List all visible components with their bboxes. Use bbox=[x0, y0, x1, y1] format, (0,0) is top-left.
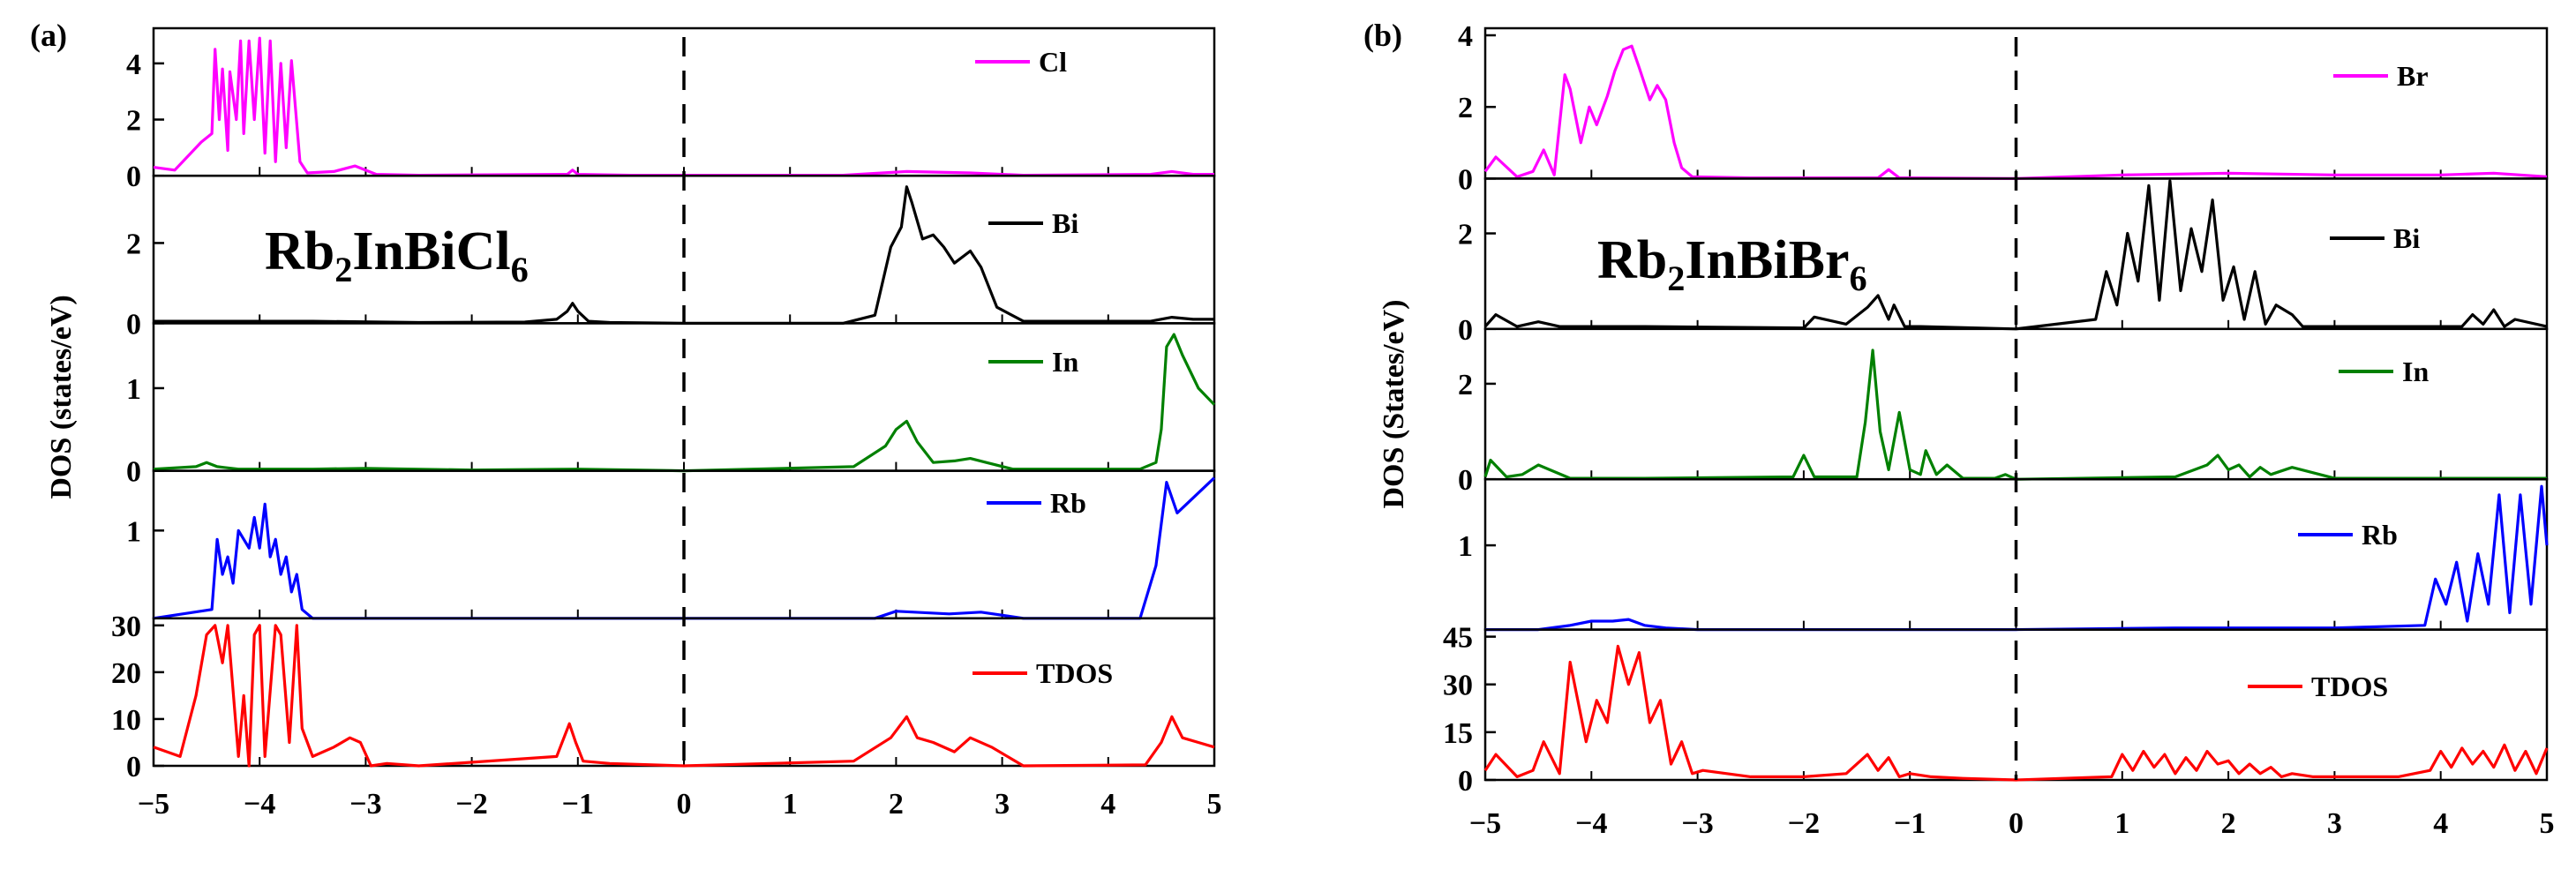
x-tick-label: −2 bbox=[1788, 807, 1820, 840]
legend-label-cl: Cl bbox=[1039, 46, 1067, 78]
x-tick-label: 0 bbox=[677, 788, 692, 821]
x-tick-label: 1 bbox=[783, 788, 798, 821]
legend-label-bi: Bi bbox=[2393, 222, 2420, 254]
x-tick-label: −5 bbox=[138, 788, 169, 821]
panel-label: (b) bbox=[1363, 18, 1402, 53]
series-line-cl bbox=[153, 36, 1214, 177]
y-tick-label: 0 bbox=[126, 161, 141, 193]
legend-label-in: In bbox=[1052, 346, 1078, 378]
y-tick-label: 10 bbox=[111, 704, 141, 737]
x-tick-label: −4 bbox=[244, 788, 275, 821]
subplot-tdos: 0 15 30 45 TDOS bbox=[1443, 622, 2549, 798]
x-tick-label: 5 bbox=[2540, 807, 2555, 840]
legend-label-br: Br bbox=[2397, 60, 2429, 92]
x-tick-label: −5 bbox=[1469, 807, 1501, 840]
x-tick-label: 3 bbox=[995, 788, 1010, 821]
series-line-tdos bbox=[1483, 644, 2549, 782]
y-tick-label: 0 bbox=[1458, 464, 1473, 497]
y-tick-label: 0 bbox=[1458, 765, 1473, 798]
subplot-br: 0 2 4 Br bbox=[1458, 20, 2549, 196]
y-tick-label: 0 bbox=[1458, 314, 1473, 347]
series-line-br bbox=[1483, 44, 2548, 180]
panel-a: (a)DOS (states/eV)024 Cl02Bi01In1Rb010203… bbox=[30, 18, 1222, 821]
y-tick-label: 15 bbox=[1443, 717, 1473, 750]
series-line-bi bbox=[154, 185, 1214, 325]
x-tick-label: −1 bbox=[562, 788, 594, 821]
x-tick-label: 2 bbox=[2221, 807, 2236, 840]
compound-label: Rb2InBiCl6 bbox=[265, 221, 529, 289]
y-tick-label: 2 bbox=[1458, 369, 1473, 401]
x-tick-label: −1 bbox=[1894, 807, 1926, 840]
y-tick-label: 1 bbox=[1458, 530, 1473, 563]
compound-subscript: 6 bbox=[1849, 259, 1866, 298]
y-tick-label: 30 bbox=[111, 611, 141, 643]
y-tick-label: 20 bbox=[111, 657, 141, 690]
y-tick-label: 45 bbox=[1443, 622, 1473, 655]
series-line-bi bbox=[1483, 179, 2548, 331]
series-line-rb bbox=[1485, 484, 2549, 632]
subplot-in: 0 1 In bbox=[126, 322, 1216, 489]
compound-subscript: 2 bbox=[1667, 259, 1685, 298]
panel-label: (a) bbox=[30, 18, 67, 53]
y-tick-label: 30 bbox=[1443, 670, 1473, 702]
y-tick-label: 0 bbox=[126, 751, 141, 783]
subplot-in: 0 2 In bbox=[1458, 327, 2549, 497]
y-tick-label: 2 bbox=[1458, 92, 1473, 124]
y-tick-label: 2 bbox=[126, 105, 141, 138]
x-tick-label: −2 bbox=[455, 788, 487, 821]
x-tick-label: −4 bbox=[1575, 807, 1607, 840]
subplot-tdos: 0 10 20 30 TDOS bbox=[111, 611, 1216, 783]
x-tick-label: 1 bbox=[2114, 807, 2129, 840]
y-tick-label: 4 bbox=[126, 49, 141, 81]
subplot-rb: 1 Rb bbox=[126, 469, 1216, 620]
y-tick-label: 1 bbox=[126, 515, 141, 548]
x-tick-label: 4 bbox=[2433, 807, 2448, 840]
y-axis-label: DOS (States/eV) bbox=[1378, 299, 1410, 508]
y-tick-label: 0 bbox=[126, 308, 141, 341]
x-tick-label: 4 bbox=[1100, 788, 1115, 821]
x-tick-label: 0 bbox=[2009, 807, 2024, 840]
x-tick-label: −3 bbox=[349, 788, 381, 821]
x-tick-label: 5 bbox=[1207, 788, 1222, 821]
x-tick-label: 3 bbox=[2327, 807, 2342, 840]
compound-text: Rb bbox=[265, 221, 334, 281]
legend-label-tdos: TDOS bbox=[1036, 657, 1113, 689]
y-tick-label: 0 bbox=[1458, 163, 1473, 196]
x-tick-label: −3 bbox=[1681, 807, 1713, 840]
legend-label-tdos: TDOS bbox=[2311, 671, 2388, 702]
legend-label-rb: Rb bbox=[1050, 487, 1086, 519]
y-tick-label: 0 bbox=[126, 456, 141, 489]
legend-label-rb: Rb bbox=[2362, 519, 2398, 551]
compound-text: Rb bbox=[1597, 230, 1667, 290]
series-line-tdos bbox=[153, 624, 1215, 768]
x-tick-label: 2 bbox=[889, 788, 904, 821]
compound-label: Rb2InBiBr6 bbox=[1597, 230, 1867, 298]
y-axis-label: DOS (states/eV) bbox=[45, 295, 78, 498]
y-tick-label: 2 bbox=[1458, 219, 1473, 251]
subplot-cl: 0 2 4 Cl bbox=[126, 26, 1216, 193]
series-line-in bbox=[153, 333, 1216, 473]
compound-subscript: 2 bbox=[334, 250, 352, 289]
subplot-rb: 1 Rb bbox=[1458, 477, 2549, 632]
legend-label-bi: Bi bbox=[1052, 207, 1078, 239]
legend-label-in: In bbox=[2402, 356, 2429, 387]
compound-text: InBiBr bbox=[1685, 230, 1849, 290]
compound-subscript: 6 bbox=[511, 250, 529, 289]
y-tick-label: 4 bbox=[1458, 20, 1473, 53]
y-tick-label: 1 bbox=[126, 373, 141, 406]
compound-text: InBiCl bbox=[352, 221, 510, 281]
y-tick-label: 2 bbox=[126, 228, 141, 260]
